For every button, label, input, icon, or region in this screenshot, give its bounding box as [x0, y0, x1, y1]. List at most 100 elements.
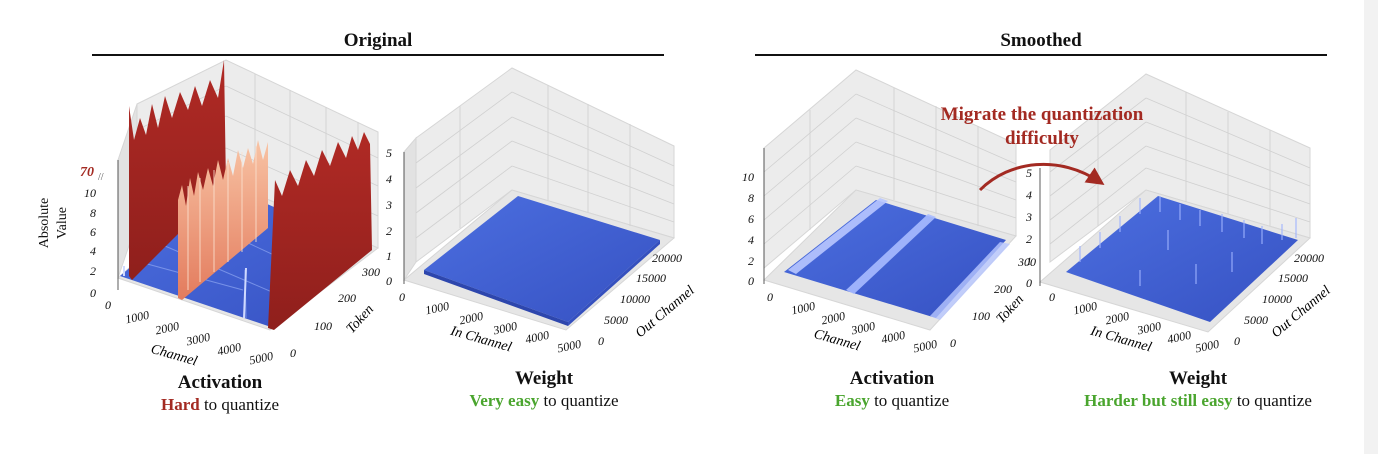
activation-surface [784, 200, 1006, 318]
z-tick-label-break: 70 [80, 165, 94, 180]
z-tick-label: 1 [386, 249, 392, 263]
y-axis-label: Token [994, 292, 1027, 327]
z-tick-label: 8 [90, 206, 96, 220]
chart-original-weight: 0 1 2 3 4 5 0 1000 2000 3000 4000 5000 I… [385, 67, 698, 356]
y-tick-label: 0 [598, 334, 604, 348]
caption-highlight: Harder but still easy [1084, 391, 1233, 410]
y-tick-label: 0 [950, 336, 956, 350]
y-tick-label: 10000 [620, 292, 650, 306]
y-tick-label: 20000 [1294, 251, 1324, 265]
x-tick-label: 1000 [424, 299, 450, 318]
migrate-annotation: Migrate the quantization difficulty [940, 104, 1144, 149]
x-tick-label: 3000 [184, 330, 211, 349]
caption-smoothed-weight: Weight Harder but still easy to quantize [1020, 368, 1376, 411]
y-tick-label: 100 [972, 309, 990, 323]
x-tick-label: 5000 [1194, 337, 1220, 356]
page-scrollbar[interactable] [1364, 0, 1378, 454]
z-tick-label: 10 [742, 170, 754, 184]
y-tick-label: 200 [994, 282, 1012, 296]
z-tick-label: 5 [386, 146, 392, 160]
x-tick-label: 1000 [1072, 299, 1098, 318]
small-spike [243, 267, 247, 319]
x-tick-label: 5000 [556, 337, 582, 356]
z-tick-label: 1 [1026, 254, 1032, 268]
z-tick-label: 4 [748, 233, 754, 247]
caption-rest: to quantize [874, 391, 950, 410]
y-tick-label: 100 [314, 319, 332, 333]
x-tick-label: 5000 [912, 337, 938, 356]
x-tick-label: 0 [767, 290, 773, 304]
z-tick-label: 10 [84, 186, 96, 200]
z-tick-label: 2 [748, 254, 754, 268]
z-axis-label: Absolute Value [37, 198, 70, 249]
y-tick-label: 15000 [1278, 271, 1308, 285]
section-rule-smoothed [755, 54, 1327, 56]
y-tick-label: 0 [290, 346, 296, 360]
z-tick-label: 3 [385, 198, 392, 212]
outlier-wall-channel-100 [129, 60, 226, 280]
smoothed-channel-band [846, 214, 936, 294]
y-tick-label: 0 [1234, 334, 1240, 348]
z-tick-label: 2 [90, 264, 96, 278]
x-tick-label: 0 [399, 290, 405, 304]
y-tick-label: 5000 [1244, 313, 1268, 327]
migrate-arrow [978, 162, 1105, 192]
y-tick-label: 300 [1017, 255, 1036, 269]
y-axis-label: Token [344, 302, 377, 337]
x-tick-label: 4000 [1166, 328, 1192, 347]
x-tick-label: 2000 [820, 309, 846, 328]
x-tick-label: 2000 [154, 319, 180, 338]
x-tick-label: 4000 [880, 328, 906, 347]
chart-smoothed-activation: 0 2 4 6 8 10 0 1000 2000 3000 4000 5000 … [742, 69, 1036, 356]
caption-smoothed-activation: Activation Easy to quantize [732, 368, 1052, 411]
x-tick-label: 3000 [849, 319, 876, 338]
caption-rest: to quantize [1236, 391, 1312, 410]
y-tick-label: 300 [361, 265, 380, 279]
z-tick-label: 4 [1026, 188, 1032, 202]
x-tick-label: 3000 [491, 319, 518, 338]
x-tick-label: 4000 [524, 328, 550, 347]
z-tick-label: 5 [1026, 166, 1032, 180]
pane-left [403, 136, 417, 282]
z-tick-label: 6 [748, 212, 754, 226]
caption-title: Activation [849, 368, 935, 389]
caption-title: Weight [514, 368, 574, 389]
z-tick-label: 0 [748, 274, 754, 288]
caption-title: Weight [1168, 368, 1228, 389]
x-tick-label: 2000 [458, 309, 484, 328]
caption-highlight: Hard [160, 395, 200, 414]
caption-title: Activation [177, 372, 263, 393]
weight-surface [1066, 196, 1298, 322]
x-tick-label: 1000 [124, 308, 150, 327]
z-tick-label: 8 [748, 191, 754, 205]
caption-original-activation: Activation Hard to quantize [60, 372, 380, 415]
y-tick-label: 15000 [636, 271, 666, 285]
smoothed-channel-band [788, 198, 888, 274]
caption-highlight: Easy [834, 391, 870, 410]
z-tick-label: 6 [90, 225, 96, 239]
x-tick-label: 0 [1049, 290, 1055, 304]
caption-original-weight: Weight Very easy to quantize [384, 368, 704, 411]
z-tick-label: 2 [386, 224, 392, 238]
caption-rest: to quantize [543, 391, 619, 410]
section-rule-original [92, 54, 664, 56]
section-title-smoothed: Smoothed [1000, 30, 1082, 51]
y-tick-label: 5000 [604, 313, 628, 327]
weight-surface-edge [424, 270, 568, 326]
x-tick-label: 2000 [1104, 309, 1130, 328]
z-axis-break-mark: // [98, 172, 104, 183]
outlier-wall-channel-5000 [268, 132, 372, 330]
z-tick-label: 0 [90, 286, 96, 300]
y-tick-label: 200 [338, 291, 356, 305]
caption-highlight: Very easy [469, 391, 540, 410]
z-tick-label: 4 [386, 172, 392, 186]
x-tick-label: 1000 [790, 299, 816, 318]
section-title-original: Original [343, 30, 413, 51]
x-tick-label: 5000 [248, 349, 274, 368]
z-tick-label: 4 [90, 244, 96, 258]
weight-surface [424, 196, 660, 322]
smoothed-channel-band [930, 242, 1010, 320]
y-tick-label: 20000 [652, 251, 682, 265]
z-tick-label: 2 [1026, 232, 1032, 246]
